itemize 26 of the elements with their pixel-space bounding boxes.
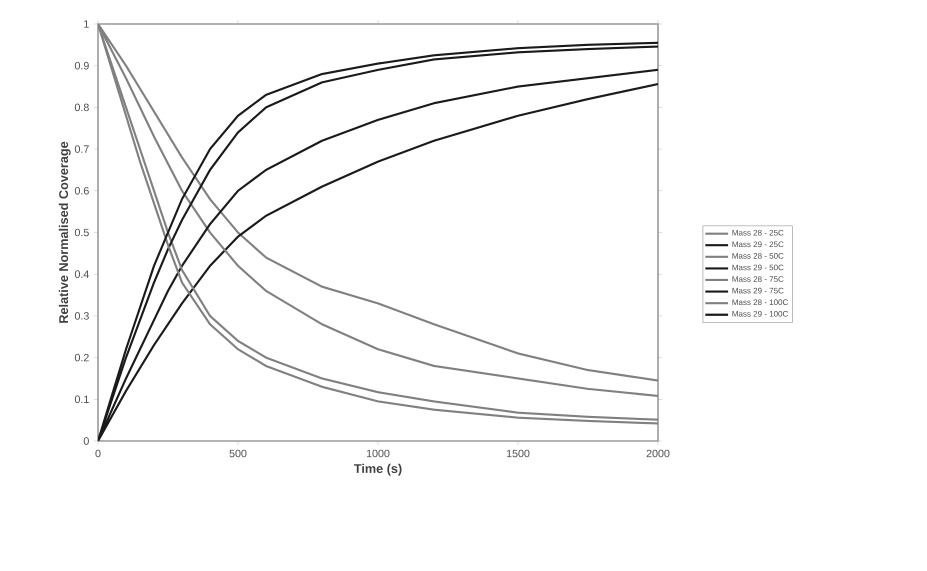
y-tick-label: 0.6 [74,187,89,195]
y-tick-label: 0.3 [74,312,89,320]
y-tick-label: 0.2 [74,354,89,362]
y-axis-title: Relative Normalised Coverage [58,142,71,323]
y-tick-label: 0.5 [74,228,89,236]
x-tick-label: 1500 [506,450,530,458]
legend-label: Mass 28 - 100C [732,299,788,306]
legend-label: Mass 29 - 100C [732,310,788,317]
legend-label: Mass 28 - 50C [732,253,784,259]
x-tick-label: 2000 [646,450,670,458]
x-tick-label: 1000 [366,450,390,458]
y-tick-label: 0 [84,437,89,445]
x-axis-title: Time (s) [354,464,402,476]
legend-label: Mass 29 - 75C [732,288,784,294]
y-tick-label: 0.9 [74,62,89,70]
y-tick-label: 0.8 [74,104,89,112]
legend-label: Mass 28 - 75C [732,276,784,282]
legend-label: Mass 29 - 50C [732,264,784,270]
x-tick-label: 0 [95,450,101,458]
x-tick-label: 500 [230,450,246,458]
y-tick-label: 0.7 [74,145,89,153]
y-tick-label: 0.1 [74,396,89,404]
legend-label: Mass 29 - 25C [732,241,784,248]
legend-label: Mass 28 - 25C [732,230,784,236]
y-tick-label: 0.4 [74,270,89,278]
y-tick-label: 1 [84,20,89,28]
